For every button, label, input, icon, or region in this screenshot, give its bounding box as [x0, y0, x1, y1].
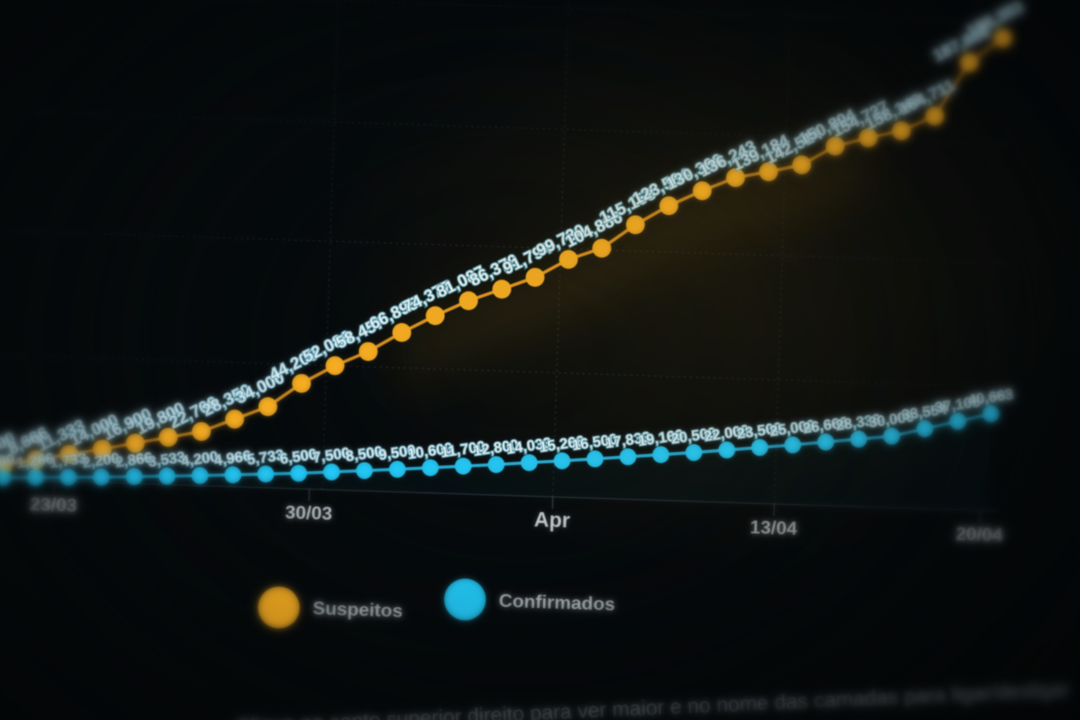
svg-text:Confirmados: Confirmados	[498, 591, 615, 616]
svg-text:Suspeitos: Suspeitos	[312, 599, 403, 623]
svg-text:Apr: Apr	[534, 508, 571, 532]
svg-text:13/04: 13/04	[750, 517, 798, 540]
svg-text:30/03: 30/03	[285, 502, 333, 525]
svg-text:20/04: 20/04	[955, 524, 1003, 547]
svg-text:23/03: 23/03	[29, 494, 77, 517]
